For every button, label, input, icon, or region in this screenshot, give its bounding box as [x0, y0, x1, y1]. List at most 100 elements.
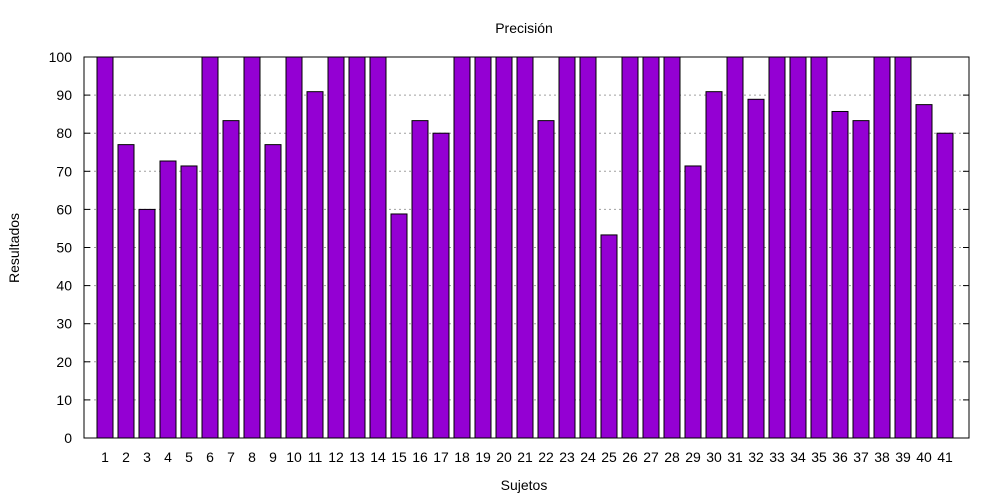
y-tick-label-0: 0	[64, 430, 72, 446]
bar-34	[789, 56, 807, 439]
bar-33	[768, 56, 786, 439]
bar-10	[285, 56, 303, 439]
bar-32	[747, 98, 765, 439]
bar-13	[348, 56, 366, 439]
bar-24	[579, 56, 597, 439]
y-tick-label-100: 100	[49, 49, 73, 65]
x-tick-label-4: 4	[164, 449, 172, 465]
chart-title: Precisión	[495, 20, 553, 36]
x-tick-label-17: 17	[433, 449, 449, 465]
x-tick-label-39: 39	[895, 449, 911, 465]
y-tick-label-20: 20	[56, 354, 72, 370]
bar-30	[705, 91, 723, 439]
bar-2	[117, 144, 135, 439]
bar-26	[621, 56, 639, 439]
x-axis-label: Sujetos	[501, 477, 548, 493]
y-axis-label: Resultados	[6, 213, 22, 283]
x-tick-label-1: 1	[101, 449, 109, 465]
x-tick-label-24: 24	[580, 449, 596, 465]
bar-25	[600, 234, 618, 439]
bar-19	[474, 56, 492, 439]
bar-31	[726, 56, 744, 439]
x-tick-label-14: 14	[370, 449, 386, 465]
x-tick-label-3: 3	[143, 449, 151, 465]
x-tick-label-38: 38	[874, 449, 890, 465]
bar-37	[852, 120, 870, 439]
x-tick-label-40: 40	[916, 449, 932, 465]
bar-23	[558, 56, 576, 439]
x-tick-label-2: 2	[122, 449, 130, 465]
x-tick-label-27: 27	[643, 449, 659, 465]
x-tick-label-8: 8	[248, 449, 256, 465]
x-tick-label-34: 34	[790, 449, 806, 465]
x-tick-label-15: 15	[391, 449, 407, 465]
x-axis-ticks: 1 2 3 4 5 6 7 8 9 10 11 12 13 14 15 16 17 18 19 20 21 22 23 24 2…	[101, 449, 953, 465]
x-tick-label-13: 13	[349, 449, 365, 465]
bar-5	[180, 165, 198, 439]
x-tick-label-28: 28	[664, 449, 680, 465]
bar-7	[222, 120, 240, 439]
y-axis-ticks: 0 10 20 30 40 50 60 70 80 90 100	[49, 49, 969, 446]
bar-41	[936, 132, 954, 439]
bar-29	[684, 165, 702, 439]
bar-14	[369, 56, 387, 439]
bar-27	[642, 56, 660, 439]
x-tick-label-36: 36	[832, 449, 848, 465]
x-tick-label-35: 35	[811, 449, 827, 465]
x-tick-label-5: 5	[185, 449, 193, 465]
x-tick-label-26: 26	[622, 449, 638, 465]
x-tick-label-37: 37	[853, 449, 869, 465]
x-tick-label-18: 18	[454, 449, 470, 465]
bar-1	[96, 56, 114, 439]
x-tick-label-25: 25	[601, 449, 617, 465]
x-tick-label-41: 41	[937, 449, 953, 465]
x-tick-label-16: 16	[412, 449, 428, 465]
x-tick-label-22: 22	[538, 449, 554, 465]
bar-15	[390, 213, 408, 439]
bar-3	[138, 208, 156, 439]
x-tick-label-10: 10	[286, 449, 302, 465]
bar-8	[243, 56, 261, 439]
y-tick-label-70: 70	[56, 163, 72, 179]
x-tick-label-12: 12	[328, 449, 344, 465]
bars	[96, 56, 954, 439]
y-tick-label-40: 40	[56, 278, 72, 294]
x-tick-label-20: 20	[496, 449, 512, 465]
x-tick-label-33: 33	[769, 449, 785, 465]
y-tick-label-60: 60	[56, 201, 72, 217]
bar-20	[495, 56, 513, 439]
x-tick-label-31: 31	[727, 449, 743, 465]
bar-12	[327, 56, 345, 439]
x-tick-label-9: 9	[269, 449, 277, 465]
bar-9	[264, 144, 282, 439]
x-tick-label-6: 6	[206, 449, 214, 465]
bar-36	[831, 110, 849, 439]
x-tick-label-7: 7	[227, 449, 235, 465]
y-tick-label-90: 90	[56, 87, 72, 103]
bar-17	[432, 132, 450, 439]
x-tick-label-19: 19	[475, 449, 491, 465]
bar-4	[159, 160, 177, 439]
x-tick-label-29: 29	[685, 449, 701, 465]
x-tick-label-30: 30	[706, 449, 722, 465]
bar-11	[306, 91, 324, 439]
bar-39	[894, 56, 912, 439]
bar-40	[915, 104, 933, 439]
x-tick-label-21: 21	[517, 449, 533, 465]
bar-35	[810, 56, 828, 439]
x-tick-label-23: 23	[559, 449, 575, 465]
y-tick-label-10: 10	[56, 392, 72, 408]
bar-21	[516, 56, 534, 439]
y-tick-label-50: 50	[56, 240, 72, 256]
x-tick-label-32: 32	[748, 449, 764, 465]
x-tick-label-11: 11	[308, 449, 323, 465]
bar-18	[453, 56, 471, 439]
bar-6	[201, 56, 219, 439]
y-tick-label-80: 80	[56, 125, 72, 141]
bar-38	[873, 56, 891, 439]
bar-28	[663, 56, 681, 439]
bar-22	[537, 120, 555, 439]
bar-16	[411, 120, 429, 439]
y-tick-label-30: 30	[56, 316, 72, 332]
